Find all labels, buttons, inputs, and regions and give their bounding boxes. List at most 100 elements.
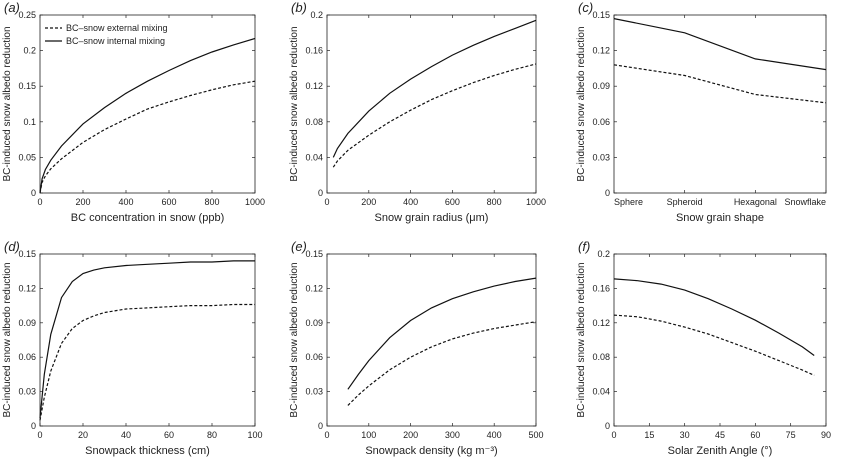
y-tick-label: 0.1 — [23, 117, 36, 127]
x-tick-label: Spheroid — [667, 197, 703, 207]
y-tick-label: 0 — [605, 188, 610, 198]
panel-a: 0 0.05 0.1 0.15 0.2 0.25 0 200 400 600 800 1000 BC c… — [2, 0, 265, 224]
legend-label-external: BC–snow external mixing — [66, 23, 168, 33]
y-tick-label: 0.15 — [18, 81, 36, 91]
y-tick-label: 0.03 — [18, 387, 36, 397]
x-tick-label: 45 — [715, 430, 725, 440]
x-tick-label: 800 — [487, 197, 502, 207]
panel-label: (f) — [578, 239, 590, 254]
x-tick-label: 400 — [487, 430, 502, 440]
y-tick-label: 0.25 — [18, 10, 36, 20]
x-tick-label: 0 — [37, 430, 42, 440]
y-axis-label: BC-induced snow albedo reduction — [289, 26, 300, 181]
y-tick-label: 0.12 — [592, 46, 610, 56]
x-axis-label: Snowpack density (kg m⁻³) — [365, 445, 497, 457]
y-tick-label: 0.12 — [305, 81, 323, 91]
panel-label: (c) — [578, 0, 593, 15]
y-tick-label: 0.09 — [18, 318, 36, 328]
y-tick-label: 0.15 — [18, 249, 36, 259]
series-line-external — [39, 80, 256, 194]
y-tick-label: 0.03 — [305, 387, 323, 397]
panel-b: 0 0.04 0.08 0.12 0.16 0.2 0 200 400 600 800 1000 Sno… — [289, 0, 546, 224]
plot-frame — [39, 253, 256, 427]
x-tick-label: 200 — [75, 197, 90, 207]
x-tick-label: 400 — [118, 197, 133, 207]
x-tick-label: 60 — [750, 430, 760, 440]
series-line-internal — [39, 37, 256, 194]
x-tick-label: 80 — [207, 430, 217, 440]
x-tick-label: 300 — [445, 430, 460, 440]
x-tick-label: 90 — [821, 430, 831, 440]
x-tick-label: 0 — [611, 430, 616, 440]
panel-label: (e) — [291, 239, 307, 254]
panel-f: 0 0.04 0.08 0.12 0.16 0.2 0 15 30 45 60 75 90 Solar Z… — [576, 239, 831, 457]
x-tick-label: 600 — [161, 197, 176, 207]
y-tick-label: 0.09 — [592, 81, 610, 91]
x-tick-label: 75 — [786, 430, 796, 440]
y-axis-label: BC-induced snow albedo reduction — [289, 262, 300, 417]
x-tick-label: 1000 — [245, 197, 265, 207]
y-tick-label: 0.16 — [592, 283, 610, 293]
series-line-internal — [347, 277, 537, 390]
y-tick-label: 0 — [31, 421, 36, 431]
y-tick-label: 0.15 — [592, 10, 610, 20]
y-tick-label: 0.04 — [592, 387, 610, 397]
y-tick-label: 0.04 — [305, 152, 323, 162]
plot-frame — [39, 14, 256, 194]
x-axis-label: Snow grain radius (μm) — [375, 212, 489, 224]
x-tick-label: 1000 — [526, 197, 546, 207]
panel-label: (b) — [291, 0, 307, 15]
x-tick-label: 15 — [644, 430, 654, 440]
x-tick-label: 0 — [37, 197, 42, 207]
y-tick-label: 0.09 — [305, 318, 323, 328]
x-tick-label: 60 — [164, 430, 174, 440]
y-axis-label: BC-induced snow albedo reduction — [2, 26, 13, 181]
y-tick-label: 0.2 — [597, 249, 610, 259]
legend: BC–snow external mixing BC–snow internal … — [45, 23, 168, 46]
y-tick-label: 0 — [31, 188, 36, 198]
y-tick-label: 0 — [605, 421, 610, 431]
y-tick-label: 0.16 — [305, 46, 323, 56]
panel-c: 0 0.03 0.06 0.09 0.12 0.15 Sphere Spheroid Hexag… — [576, 0, 827, 224]
x-tick-label: 800 — [204, 197, 219, 207]
x-tick-label: 0 — [324, 430, 329, 440]
y-tick-label: 0.06 — [592, 117, 610, 127]
x-axis-label: Solar Zenith Angle (°) — [668, 445, 773, 457]
panel-label: (d) — [4, 239, 20, 254]
series-line-external — [613, 314, 815, 376]
y-tick-label: 0.2 — [310, 10, 323, 20]
x-tick-label: 400 — [403, 197, 418, 207]
x-tick-label: 20 — [78, 430, 88, 440]
series-line-internal — [332, 19, 537, 158]
series-line-external — [39, 303, 255, 421]
plot-frame — [326, 14, 537, 194]
x-tick-label: 100 — [247, 430, 262, 440]
panel-e: 0 0.03 0.06 0.09 0.12 0.15 0 100 200 300 400 500 Sno… — [289, 239, 544, 457]
plot-frame — [613, 14, 827, 194]
x-tick-label: 500 — [528, 430, 543, 440]
series-line-external — [347, 321, 537, 406]
x-axis-label: Snowpack thickness (cm) — [85, 445, 210, 457]
plot-frame — [326, 253, 537, 427]
x-tick-label: 200 — [361, 197, 376, 207]
y-tick-label: 0.08 — [592, 352, 610, 362]
panel-label: (a) — [4, 0, 20, 15]
y-tick-label: 0.2 — [23, 46, 36, 56]
x-tick-label: 0 — [324, 197, 329, 207]
x-tick-label: 100 — [361, 430, 376, 440]
y-tick-label: 0.05 — [18, 152, 36, 162]
y-tick-label: 0.08 — [305, 117, 323, 127]
x-tick-label: 30 — [680, 430, 690, 440]
series-line-internal — [613, 18, 827, 71]
y-tick-label: 0.03 — [592, 152, 610, 162]
y-tick-label: 0.12 — [592, 318, 610, 328]
x-axis-label: Snow grain shape — [676, 212, 764, 224]
x-tick-label: Sphere — [614, 197, 643, 207]
x-tick-label: 200 — [403, 430, 418, 440]
series-line-internal — [39, 260, 255, 419]
x-axis-label: BC concentration in snow (ppb) — [71, 212, 224, 224]
x-tick-label: Snowflake — [784, 197, 826, 207]
x-tick-label: 40 — [121, 430, 131, 440]
panel-d: 0 0.03 0.06 0.09 0.12 0.15 0 20 40 60 80 100 Snowpac… — [2, 239, 263, 457]
